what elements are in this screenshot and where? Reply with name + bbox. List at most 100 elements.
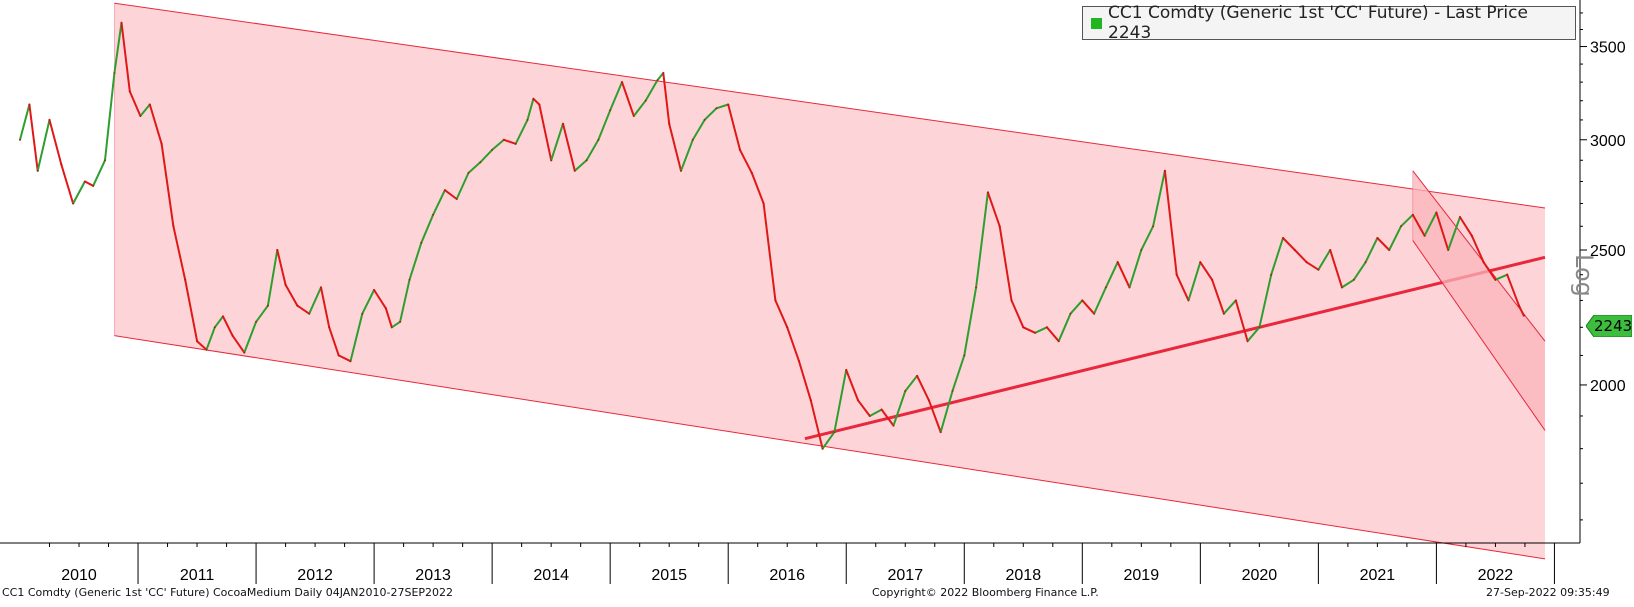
price-point [172,225,175,228]
price-point [139,115,142,117]
price-segment [573,159,588,172]
price-segment [148,103,163,145]
price-segment [845,369,859,402]
price-segment [120,21,131,93]
price-point [148,103,151,106]
price-point [213,326,216,329]
price-point [1246,340,1249,343]
price-point [337,354,340,357]
price-segment [92,159,106,187]
price-point [1388,249,1391,251]
y-tick-label: 2000 [1590,378,1626,395]
price-series-layer [19,21,1525,450]
price-point [1435,211,1438,214]
price-segment [715,103,730,110]
price-point [1329,249,1332,251]
price-point [205,348,208,351]
price-point [385,307,387,310]
price-point [1128,286,1131,289]
price-segment [656,72,665,82]
price-segment [1388,225,1402,251]
price-point [308,312,311,315]
price-point [1423,234,1426,237]
price-segment [83,180,95,187]
price-segment [1423,211,1438,237]
price-point [1069,312,1072,315]
footer-timestamp: 27-Sep-2022 09:35:49 [1486,586,1610,599]
price-segment [1234,299,1249,343]
price-segment [1376,237,1391,251]
x-tick-label: 2013 [415,567,451,584]
price-segment [1034,326,1048,334]
price-point [1034,331,1036,334]
price-segment [491,138,505,151]
price-point [455,198,458,200]
price-point [526,119,529,121]
main-channel-upper-line [114,2,1546,209]
price-segment [1494,273,1509,281]
price-segment [1211,278,1225,315]
price-segment [408,241,423,281]
price-point [160,142,163,145]
price-point [538,103,541,106]
price-point [267,304,269,307]
last-price-label: 2243 [1594,317,1633,335]
price-segment [384,307,393,329]
last-price-tag [1586,315,1632,337]
x-tick-label: 2015 [651,567,687,584]
price-segment [361,289,376,315]
price-point [762,202,765,205]
price-segment [266,249,279,307]
price-segment [373,289,387,310]
price-segment [750,171,765,205]
legend: CC1 Comdty (Generic 1st 'CC' Future) - L… [1082,3,1576,43]
main-channel-lower-line [114,335,1546,560]
price-segment [243,320,258,354]
x-tick-label: 2020 [1242,567,1278,584]
price-segment [1045,326,1060,343]
price-segment [276,249,287,286]
price-point [432,213,434,216]
price-point [1459,216,1461,219]
price-segment [479,148,494,164]
price-segment [821,431,836,450]
price-segment [927,399,942,434]
price-point [1258,326,1261,329]
price-point [467,172,470,174]
price-point [1447,249,1450,251]
price-point [1175,273,1178,276]
price-point [1140,249,1143,251]
price-segment [328,326,340,357]
price-segment [443,189,458,200]
price-point [987,191,989,194]
price-segment [104,72,116,162]
price-segment [1352,261,1367,281]
price-segment [1152,169,1166,228]
legend-label: CC1 Comdty (Generic 1st 'CC' Future) - L… [1108,3,1528,43]
log-scale-label: Log [1570,254,1598,297]
price-point [786,326,789,329]
price-point [845,369,848,371]
price-segment [455,171,470,200]
price-point [1506,273,1509,276]
price-point [1187,299,1190,302]
price-point [809,399,812,402]
price-segment [19,103,31,141]
price-point [1282,237,1284,239]
price-point [296,304,299,307]
price-point [680,169,682,172]
price-segment [951,354,966,392]
price-segment [691,118,706,141]
price-point [1317,268,1320,271]
price-point [320,286,322,289]
price-segment [1069,299,1084,315]
price-segment [916,374,930,402]
price-point [1223,312,1225,315]
price-segment [868,408,883,417]
price-point [60,163,63,166]
footer-left: CC1 Comdty (Generic 1st 'CC' Future) Coc… [2,586,454,599]
price-point [1411,213,1414,216]
price-point [1046,326,1048,329]
price-segment [60,163,75,205]
